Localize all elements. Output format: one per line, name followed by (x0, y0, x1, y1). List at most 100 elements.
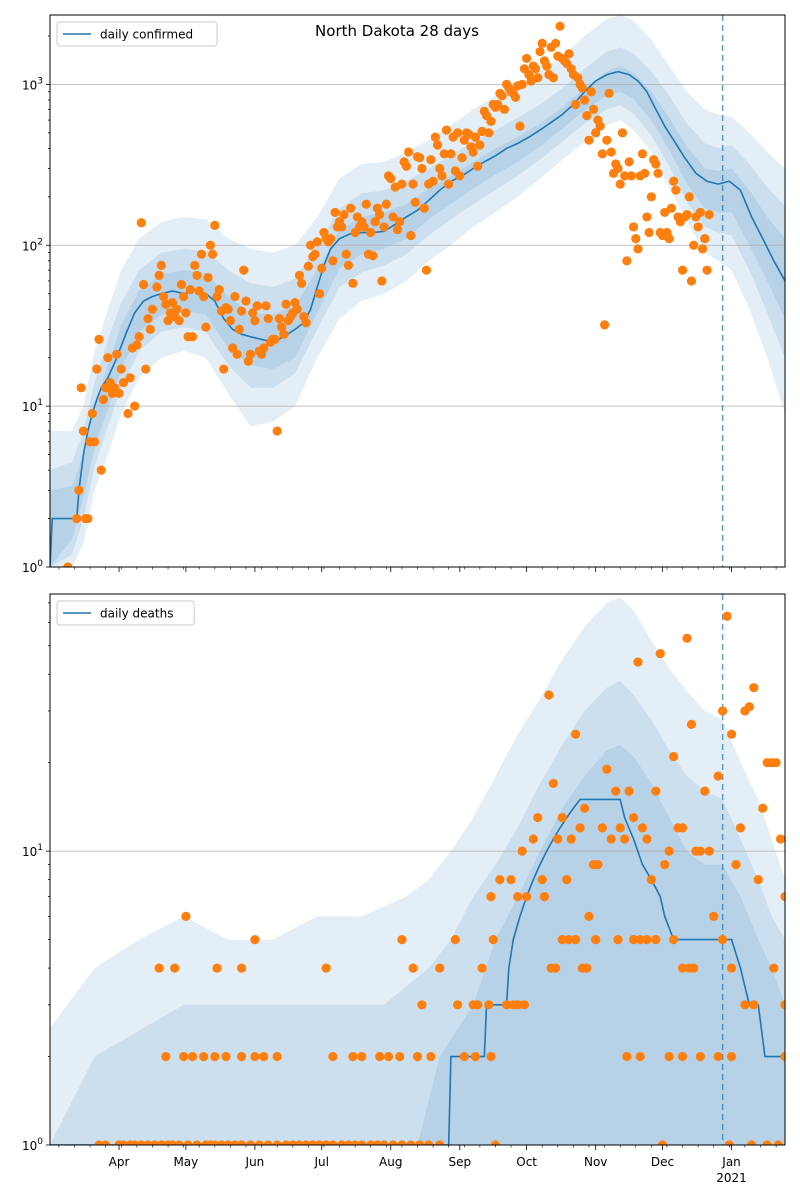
data-point (187, 332, 198, 342)
data-point (379, 1140, 389, 1145)
data-point (718, 706, 728, 716)
data-point (72, 513, 82, 524)
data-point (397, 1140, 407, 1145)
data-point (395, 217, 405, 227)
data-point (615, 823, 625, 833)
data-point (201, 322, 211, 332)
data-point (446, 149, 456, 159)
data-point (410, 197, 420, 207)
data-point (758, 803, 768, 813)
data-point (584, 911, 594, 921)
data-point (571, 935, 581, 945)
data-point (726, 963, 737, 973)
y-tick-label: 103 (22, 76, 43, 92)
data-point (78, 426, 89, 436)
data-point (689, 963, 699, 973)
data-point (682, 633, 692, 643)
data-point (671, 185, 681, 195)
data-point (87, 408, 97, 419)
data-point (192, 270, 202, 280)
data-point (199, 1051, 209, 1062)
data-point (457, 153, 467, 163)
data-point (677, 823, 688, 833)
x-axis: Apr May Jun Jul Aug Sep Oct Nov Dec Jan 2021 (109, 1155, 747, 1185)
data-point (780, 1000, 785, 1010)
y-tick-label: 101 (22, 843, 43, 859)
data-point (154, 963, 164, 973)
data-point (475, 140, 485, 150)
data-point (731, 859, 741, 870)
data-point (564, 49, 574, 59)
data-point (421, 265, 432, 275)
data-point (341, 249, 351, 259)
confidence-band-1 (50, 47, 785, 567)
data-point (640, 168, 650, 178)
data-point (753, 875, 763, 885)
plot-area (50, 15, 785, 567)
deaths-panel: 100 101 daily deaths (22, 593, 800, 1153)
data-point (660, 207, 670, 218)
data-point (221, 1051, 231, 1062)
data-point (375, 1051, 385, 1062)
series-line (50, 70, 785, 567)
data-point (281, 299, 291, 309)
data-point (132, 340, 142, 350)
data-point (303, 261, 313, 271)
data-point (577, 83, 587, 93)
data-point (477, 963, 487, 973)
data-point (435, 1140, 445, 1145)
data-point (263, 1140, 273, 1145)
data-point (330, 207, 340, 218)
data-point (328, 256, 338, 266)
data-point (379, 222, 389, 232)
y-tick-label: 100 (22, 1137, 43, 1153)
data-point (101, 1140, 111, 1145)
data-point (780, 892, 785, 902)
data-point (339, 210, 349, 220)
data-point (292, 304, 302, 314)
data-point (599, 320, 610, 330)
data-point (575, 823, 585, 833)
data-point (635, 935, 645, 945)
data-point (261, 301, 271, 311)
data-point (562, 875, 572, 885)
data-point (343, 260, 354, 270)
data-point (666, 203, 677, 213)
data-point (359, 222, 369, 232)
data-point (631, 234, 641, 244)
data-point (328, 1140, 338, 1145)
data-point (181, 308, 191, 318)
data-point (210, 1051, 220, 1062)
data-point (682, 210, 692, 220)
data-point (444, 179, 454, 189)
data-point (163, 316, 173, 326)
data-point (473, 1000, 483, 1010)
data-point (424, 1140, 434, 1145)
data-point (459, 1051, 469, 1062)
data-point (744, 702, 754, 712)
data-point (141, 364, 151, 374)
data-point (239, 265, 249, 275)
data-point (452, 128, 463, 138)
data-point (328, 1051, 338, 1062)
data-point (548, 73, 558, 83)
data-point (642, 834, 652, 844)
data-point (417, 1000, 427, 1010)
data-point (651, 935, 661, 945)
data-point (635, 1051, 645, 1062)
data-point (771, 758, 781, 768)
x-tick-label: Jul (313, 1155, 328, 1169)
data-point (522, 892, 532, 902)
data-point (199, 291, 209, 302)
data-point (187, 1051, 198, 1062)
data-point (642, 212, 652, 222)
data-point (397, 179, 407, 189)
data-point (408, 963, 418, 973)
data-point (537, 875, 547, 885)
data-point (408, 179, 418, 189)
data-point (773, 1140, 783, 1145)
data-point (794, 804, 800, 813)
data-point (98, 394, 109, 405)
data-point (437, 171, 447, 181)
